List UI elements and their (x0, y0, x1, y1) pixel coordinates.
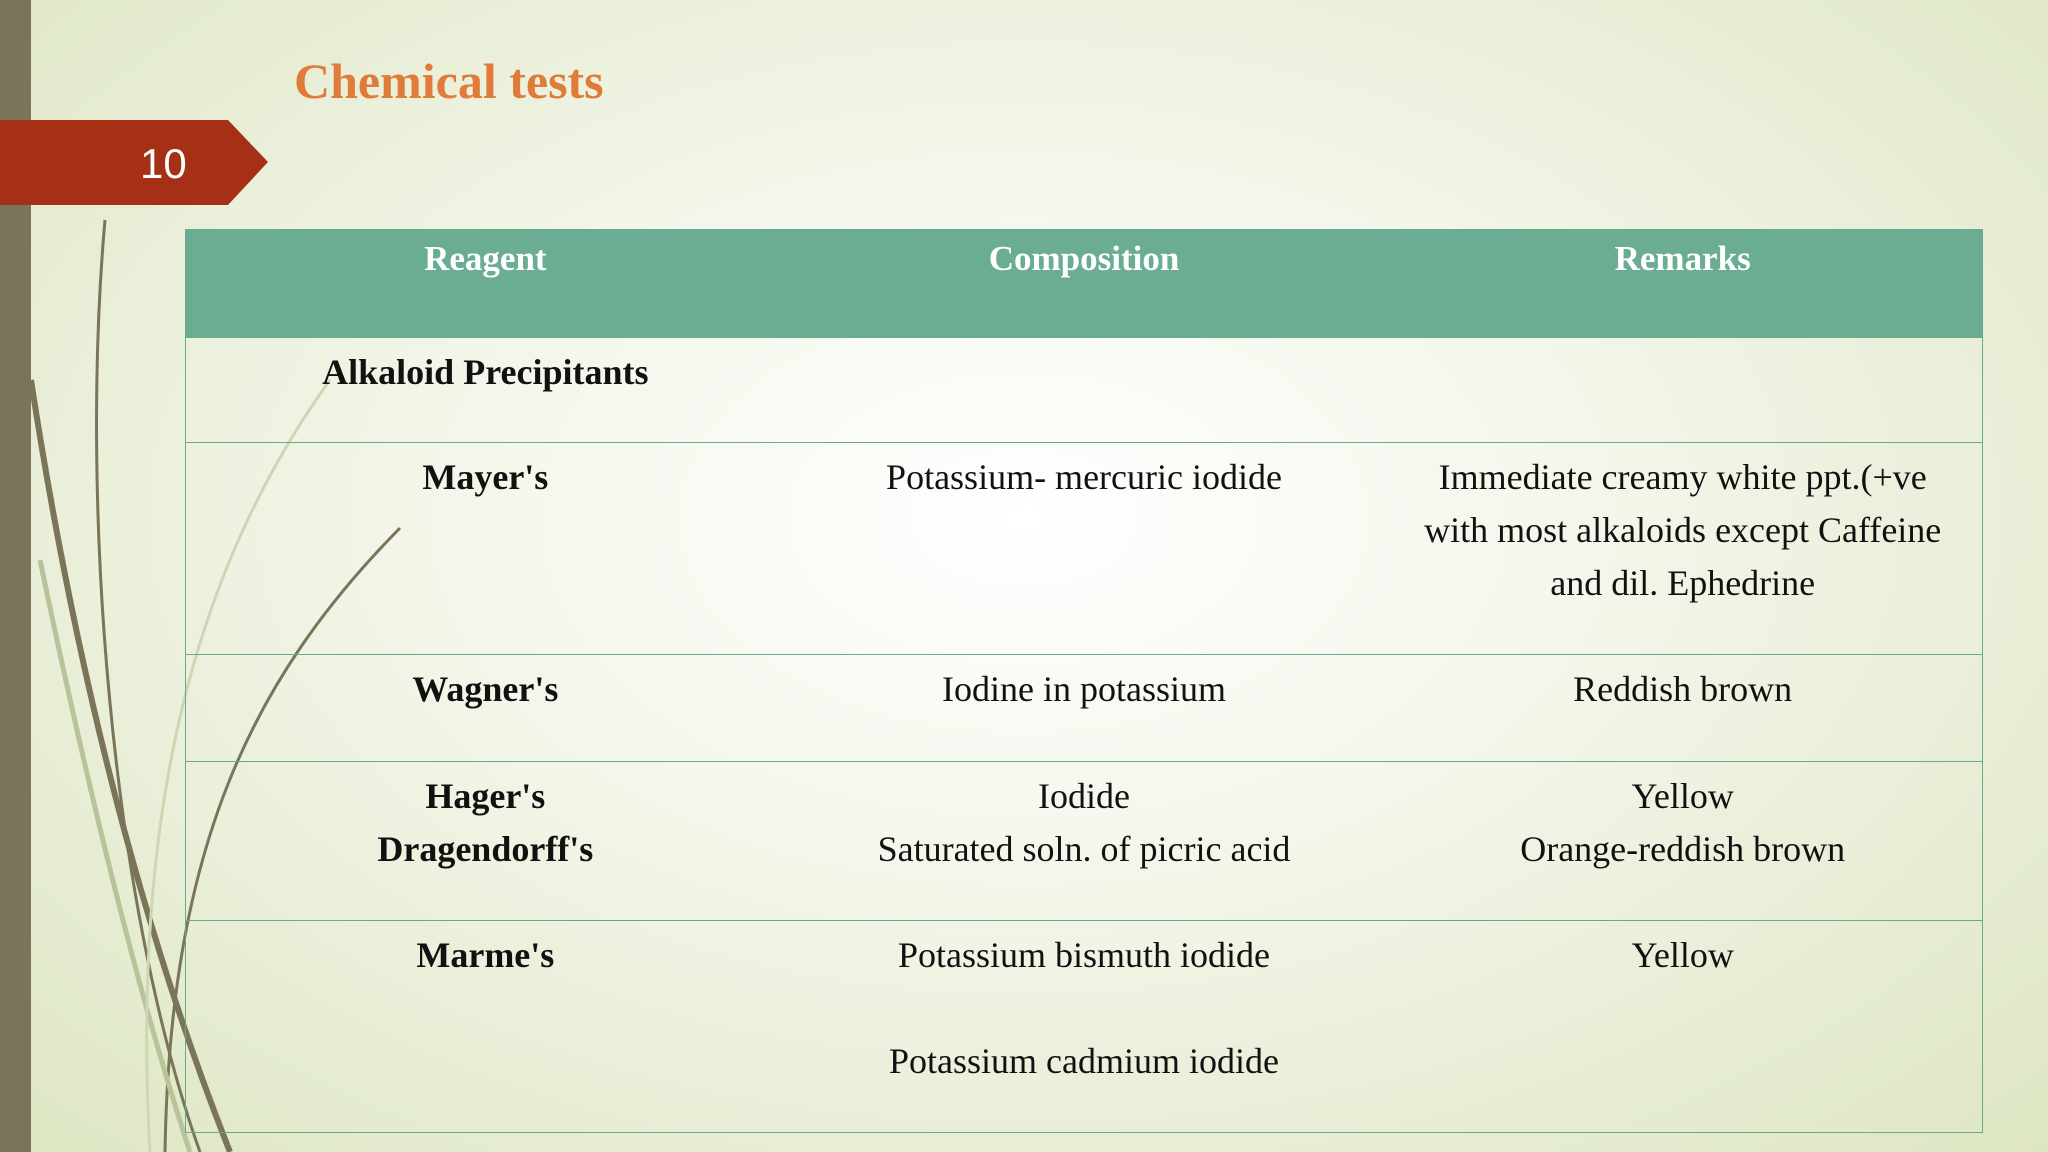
table-row: Alkaloid Precipitants (186, 337, 1982, 442)
remarks-cell: Yellow Orange-reddish brown (1383, 762, 1982, 920)
composition-cell: Potassium- mercuric iodide (785, 443, 1384, 654)
cell-text: Wagner's (412, 669, 559, 709)
cell-text: Mayer's (422, 457, 549, 497)
remarks-cell: Immediate creamy white ppt.(+ve with most… (1383, 443, 1982, 654)
table: Reagent Composition Remarks Alkaloid Precip… (185, 229, 1983, 1133)
reagent-cell: Wagner's (186, 655, 785, 761)
table-row: Wagner's Iodine in potassium Reddish brown (186, 654, 1982, 761)
title: Chemical tests (294, 53, 604, 109)
cell-text: Marme's (416, 935, 555, 975)
table-row: Mayer's Potassium- mercuric iodide Immedia… (186, 442, 1982, 654)
header-cell: Remarks (1614, 239, 1751, 278)
reagent-cell: Hager's Dragendorff's (186, 762, 785, 920)
reagent-cell: Alkaloid Precipitants (186, 338, 785, 442)
table-row: Hager's Dragendorff's Iodide Saturated soln… (186, 761, 1982, 920)
cell-text: with most alkaloids except Caffeine (1424, 510, 1942, 550)
remarks-cell: Yellow (1383, 921, 1982, 1132)
slide-number: 10 (140, 140, 187, 187)
cell-text: Saturated soln. of picric acid (877, 829, 1291, 869)
cell-text: Dragendorff's (377, 829, 594, 869)
cell-text: Hager's (425, 776, 546, 816)
cell-text: Reddish brown (1573, 669, 1793, 709)
cell-text: Immediate creamy white ppt.(+ve (1438, 457, 1927, 497)
cell-text: Yellow (1631, 776, 1734, 816)
composition-cell (785, 338, 1384, 442)
table-row: Marme's Potassium bismuth iodide Potassium… (186, 920, 1982, 1132)
cell-text: Potassium- mercuric iodide (886, 457, 1282, 497)
composition-cell: Iodine in potassium (785, 655, 1384, 761)
header-cell: Composition (988, 239, 1180, 278)
composition-cell: Potassium bismuth iodide Potassium cadmiu… (785, 921, 1384, 1132)
composition-cell: Iodide Saturated soln. of picric acid (785, 762, 1384, 920)
remarks-cell: Reddish brown (1383, 655, 1982, 761)
cell-text: Yellow (1631, 935, 1734, 975)
header-row: Reagent Composition Remarks (186, 230, 1982, 337)
cell-text: Iodide (1038, 776, 1130, 816)
cell-text: Potassium bismuth iodide (897, 935, 1271, 975)
cell-text: Alkaloid Precipitants (322, 352, 649, 392)
reagent-cell: Mayer's (186, 443, 785, 654)
cell-text: Potassium cadmium iodide (889, 1041, 1279, 1081)
reagent-cell: Marme's (186, 921, 785, 1132)
remarks-cell (1383, 338, 1982, 442)
cell-text: and dil. Ephedrine (1550, 563, 1816, 603)
header-cell: Reagent (424, 239, 547, 278)
cell-text: Iodine in potassium (942, 669, 1226, 709)
cell-text: Orange-reddish brown (1520, 829, 1846, 869)
